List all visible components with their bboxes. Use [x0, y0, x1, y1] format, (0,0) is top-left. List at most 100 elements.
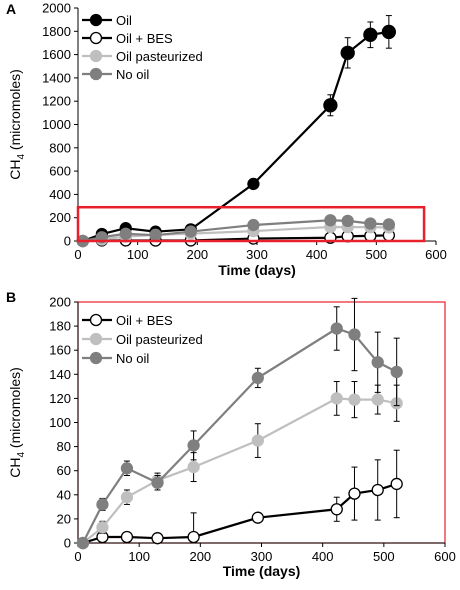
data-point	[119, 227, 132, 240]
data-point	[330, 503, 343, 516]
legend-label: Oil	[116, 13, 132, 28]
x-axis-label: Time (days)	[218, 262, 296, 278]
series-line	[82, 482, 398, 545]
x-tick-label: 600	[434, 549, 456, 564]
legend-marker	[89, 49, 103, 63]
data-point	[340, 45, 355, 61]
data-point	[324, 214, 337, 227]
legend-marker	[89, 67, 103, 81]
data-point	[151, 476, 164, 489]
panel-a: A 0 200 400 600 800 1000 1200 1400 1600 1800 2000 0 1…	[6, 1, 447, 279]
data-point	[341, 214, 354, 227]
data-point	[371, 356, 384, 369]
y-tick-label: 140	[49, 367, 71, 382]
panel-label: A	[6, 1, 16, 17]
y-tick-label: 0	[64, 536, 71, 551]
legend-label: Oil + BES	[116, 31, 173, 46]
legend-marker	[89, 31, 103, 45]
highlight-box	[76, 205, 426, 243]
data-point	[149, 229, 162, 242]
legend-label: No oil	[116, 67, 149, 82]
series-line	[82, 225, 389, 243]
x-tick-label: 400	[312, 549, 334, 564]
x-tick-label: 0	[74, 247, 81, 262]
y-tick-label: 1400	[42, 70, 71, 85]
data-point	[348, 328, 361, 341]
x-tick-label: 300	[246, 247, 268, 262]
x-tick-label: 400	[306, 247, 328, 262]
x-tick-label: 500	[373, 549, 395, 564]
series-no-oil	[76, 214, 396, 248]
series-line	[82, 219, 389, 243]
y-tick-label: 2000	[42, 1, 71, 16]
data-point	[390, 365, 403, 379]
data-point	[247, 177, 260, 191]
legend-label: Oil pasteurized	[116, 49, 203, 64]
data-point	[251, 511, 264, 524]
legend-marker	[89, 313, 103, 327]
data-point	[371, 393, 384, 406]
panel-label: B	[6, 289, 16, 305]
y-tick-label: 40	[57, 487, 71, 502]
legend-marker	[89, 332, 103, 346]
y-tick-label: 200	[49, 210, 71, 225]
legend-label: Oil + BES	[116, 313, 173, 328]
panel-b: B 0 20 40 60 80 100 120 140 160 180 200 0 100 200 300 40…	[6, 289, 456, 579]
data-point	[187, 439, 200, 452]
data-point	[247, 218, 260, 232]
data-point	[348, 487, 361, 500]
y-tick-label: 200	[49, 295, 71, 310]
x-tick-label: 100	[128, 549, 150, 564]
series-line	[81, 327, 398, 544]
series-no-oil	[76, 297, 403, 550]
data-point	[330, 392, 343, 405]
data-point	[120, 462, 134, 475]
data-point	[364, 217, 377, 230]
data-point	[120, 530, 134, 544]
data-point	[363, 27, 378, 42]
data-point	[251, 371, 264, 385]
y-tick-label: 100	[49, 415, 71, 430]
data-point	[371, 483, 384, 497]
legend-label: Oil pasteurized	[116, 332, 203, 347]
y-tick-label: 1800	[42, 24, 71, 39]
x-axis-label: Time (days)	[223, 563, 301, 579]
data-point	[382, 218, 396, 231]
y-tick-label: 80	[57, 439, 71, 454]
x-tick-label: 300	[251, 549, 273, 564]
x-tick-label: 100	[127, 247, 149, 262]
legend-marker	[89, 351, 103, 365]
y-tick-label: 120	[49, 391, 71, 406]
data-point	[348, 393, 361, 406]
data-point	[187, 460, 200, 474]
data-point	[187, 530, 200, 544]
data-point	[390, 477, 403, 491]
x-tick-label: 200	[186, 247, 208, 262]
data-point	[120, 491, 134, 504]
data-point	[330, 322, 343, 335]
x-tick-label: 200	[189, 549, 211, 564]
y-tick-label: 1000	[42, 117, 71, 132]
legend: Oil + BES Oil pasteurized No oil	[82, 313, 203, 366]
data-point	[381, 24, 397, 40]
x-tick-label: 600	[425, 247, 447, 262]
data-point	[151, 532, 164, 545]
series-line	[82, 397, 397, 544]
data-point	[96, 498, 109, 511]
legend-label: No oil	[116, 351, 149, 366]
y-tick-label: 20	[57, 511, 71, 526]
y-axis-label: CH4 (micromoles)	[7, 69, 27, 180]
y-axis-label: CH4 (micromoles)	[7, 367, 27, 478]
y-tick-label: 600	[49, 164, 71, 179]
x-tick-label: 0	[74, 549, 81, 564]
y-tick-label: 60	[57, 463, 71, 478]
y-tick-label: 1200	[42, 94, 71, 109]
legend: Oil Oil + BES Oil pasteurized No oil	[82, 13, 203, 82]
data-point	[184, 225, 197, 238]
data-point	[251, 434, 264, 447]
y-tick-label: 1600	[42, 47, 71, 62]
legend-marker	[89, 13, 103, 27]
data-point	[323, 98, 338, 113]
y-tick-label: 400	[49, 187, 71, 202]
